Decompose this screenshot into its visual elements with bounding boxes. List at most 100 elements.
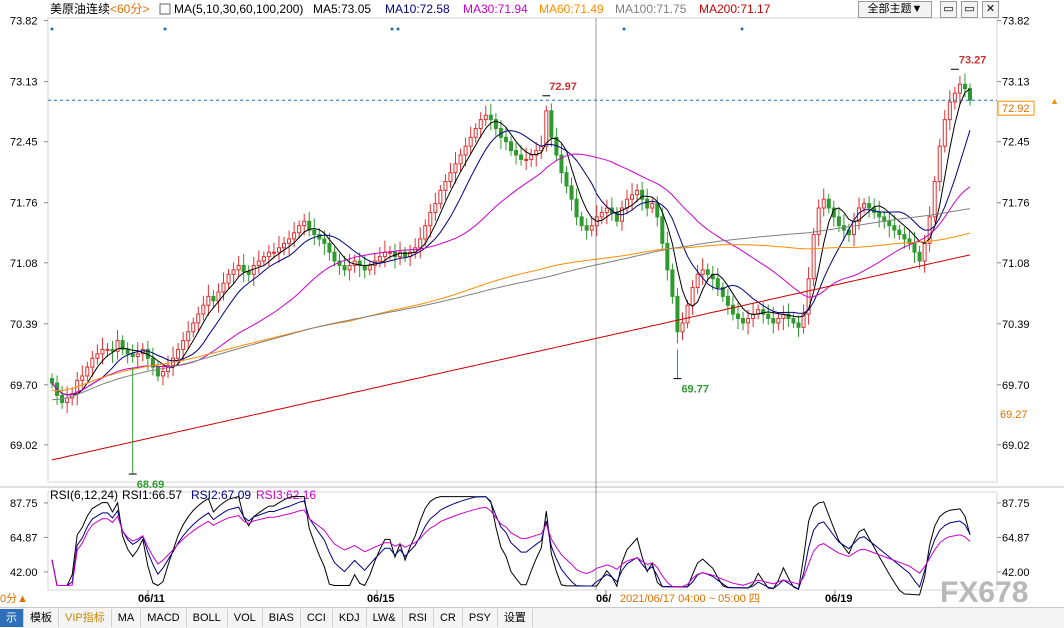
toolbar-item[interactable]: 模板	[24, 609, 59, 627]
toolbar-item[interactable]: MA	[112, 609, 142, 627]
candle-body	[746, 317, 751, 324]
candle-body	[579, 216, 584, 227]
toolbar-item[interactable]: KDJ	[333, 609, 367, 627]
candle-body	[635, 189, 640, 196]
candle-body	[100, 348, 105, 355]
candle-body	[176, 348, 181, 359]
candle-body	[705, 269, 710, 275]
toolbar-item[interactable]: BIAS	[263, 609, 301, 627]
x-axis-label: 06/15	[367, 593, 395, 605]
candle-body	[357, 260, 362, 266]
candle-body	[700, 269, 705, 275]
rsi1-label: RSI1:66.57	[122, 488, 182, 502]
candle-body	[130, 353, 135, 357]
candle-body	[751, 313, 756, 319]
event-marker-dot	[163, 27, 167, 31]
candle-body	[680, 322, 685, 333]
ma-line-ma30	[51, 153, 971, 396]
toolbar-item[interactable]: LW&	[367, 609, 403, 627]
candle-body	[655, 203, 660, 218]
event-marker-dot	[50, 27, 54, 31]
x-axis-label: 06/	[596, 593, 611, 605]
candle-body	[549, 110, 554, 138]
event-marker-dot	[390, 27, 394, 31]
left-axis-label: 72.45	[10, 137, 38, 149]
ma-line-ma5	[51, 88, 971, 396]
ma-legend-item: MA30:71.94	[463, 2, 528, 16]
candle-body	[761, 309, 766, 315]
high-annotation: 72.97	[549, 81, 577, 93]
last-price-label: 72.92	[1002, 103, 1030, 115]
toolbar-item[interactable]: 示	[0, 609, 24, 627]
candle-body	[302, 220, 307, 227]
candle-body	[660, 216, 665, 244]
candle-body	[458, 154, 463, 165]
last-price-arrow: ▲	[1050, 96, 1059, 106]
toolbar-item-vip[interactable]: VIP指标	[59, 609, 112, 627]
candle-body	[110, 348, 115, 352]
candle-body	[967, 88, 973, 101]
ma-params-label: MA(5,10,30,60,100,200)	[174, 2, 303, 16]
candle-body	[776, 317, 781, 324]
theme-select-button[interactable]: 全部主题▼	[858, 1, 932, 18]
candle-body	[85, 366, 90, 377]
window-restore-button[interactable]: ▭	[961, 1, 978, 18]
toolbar-item[interactable]: 设置	[498, 609, 533, 627]
candle-body	[418, 238, 423, 249]
toolbar-item[interactable]: CCI	[301, 609, 333, 627]
candle-body	[862, 203, 867, 209]
window-minimize-button[interactable]: ▭	[940, 1, 957, 18]
candle-body	[241, 264, 246, 273]
candle-body	[307, 220, 312, 231]
candle-body	[524, 158, 529, 161]
candle-body	[715, 278, 720, 289]
candle-body	[453, 163, 458, 174]
candle-body	[730, 304, 735, 315]
candle-body	[105, 348, 110, 351]
candle-body	[377, 256, 382, 262]
window-close-button[interactable]: ✕	[982, 1, 999, 18]
candle-body	[150, 357, 155, 368]
ma-line-ma60	[51, 232, 971, 391]
candle-body	[483, 114, 488, 121]
toolbar-item[interactable]: CR	[434, 609, 463, 627]
candle-body	[165, 364, 171, 373]
candle-body	[65, 397, 70, 403]
candle-body	[428, 211, 433, 227]
left-axis-label: 71.08	[10, 258, 38, 270]
candle-body	[503, 136, 508, 143]
candle-body	[160, 371, 165, 377]
candle-body	[957, 83, 962, 94]
candle-body	[488, 114, 493, 121]
candle-body	[448, 172, 453, 183]
event-marker-dot	[622, 27, 626, 31]
left-axis-label: 73.13	[10, 77, 38, 89]
rsi-left-axis-label: 42.00	[10, 567, 38, 579]
toolbar-item[interactable]: RSI	[403, 609, 434, 627]
toolbar-item[interactable]: VOL	[228, 609, 263, 627]
toolbar-item[interactable]: MACD	[141, 609, 187, 627]
candle-body	[695, 273, 700, 289]
candle-body	[282, 242, 287, 249]
toolbar-item[interactable]: BOLL	[187, 609, 228, 627]
period-fragment: 0分▲	[0, 592, 28, 605]
left-axis-label: 69.70	[10, 380, 38, 392]
low-annotation: 68.69	[137, 479, 165, 491]
candle-body	[292, 232, 297, 240]
rsi-params-label: RSI(6,12,24)	[50, 488, 118, 502]
ma-line-ma200	[51, 254, 971, 461]
candle-body	[791, 317, 796, 324]
candle-body	[382, 251, 387, 258]
candle-body	[937, 145, 942, 183]
candle-body	[559, 154, 564, 174]
candle-body	[438, 189, 443, 205]
candle-body	[90, 357, 95, 368]
right-axis-label: 69.02	[1002, 440, 1030, 452]
candle-body	[49, 378, 55, 384]
toolbar-item[interactable]: PSY	[463, 609, 498, 627]
candle-body	[508, 141, 514, 152]
candle-body	[917, 251, 922, 262]
candle-body	[287, 238, 292, 244]
right-axis-label: 71.76	[1002, 198, 1030, 210]
